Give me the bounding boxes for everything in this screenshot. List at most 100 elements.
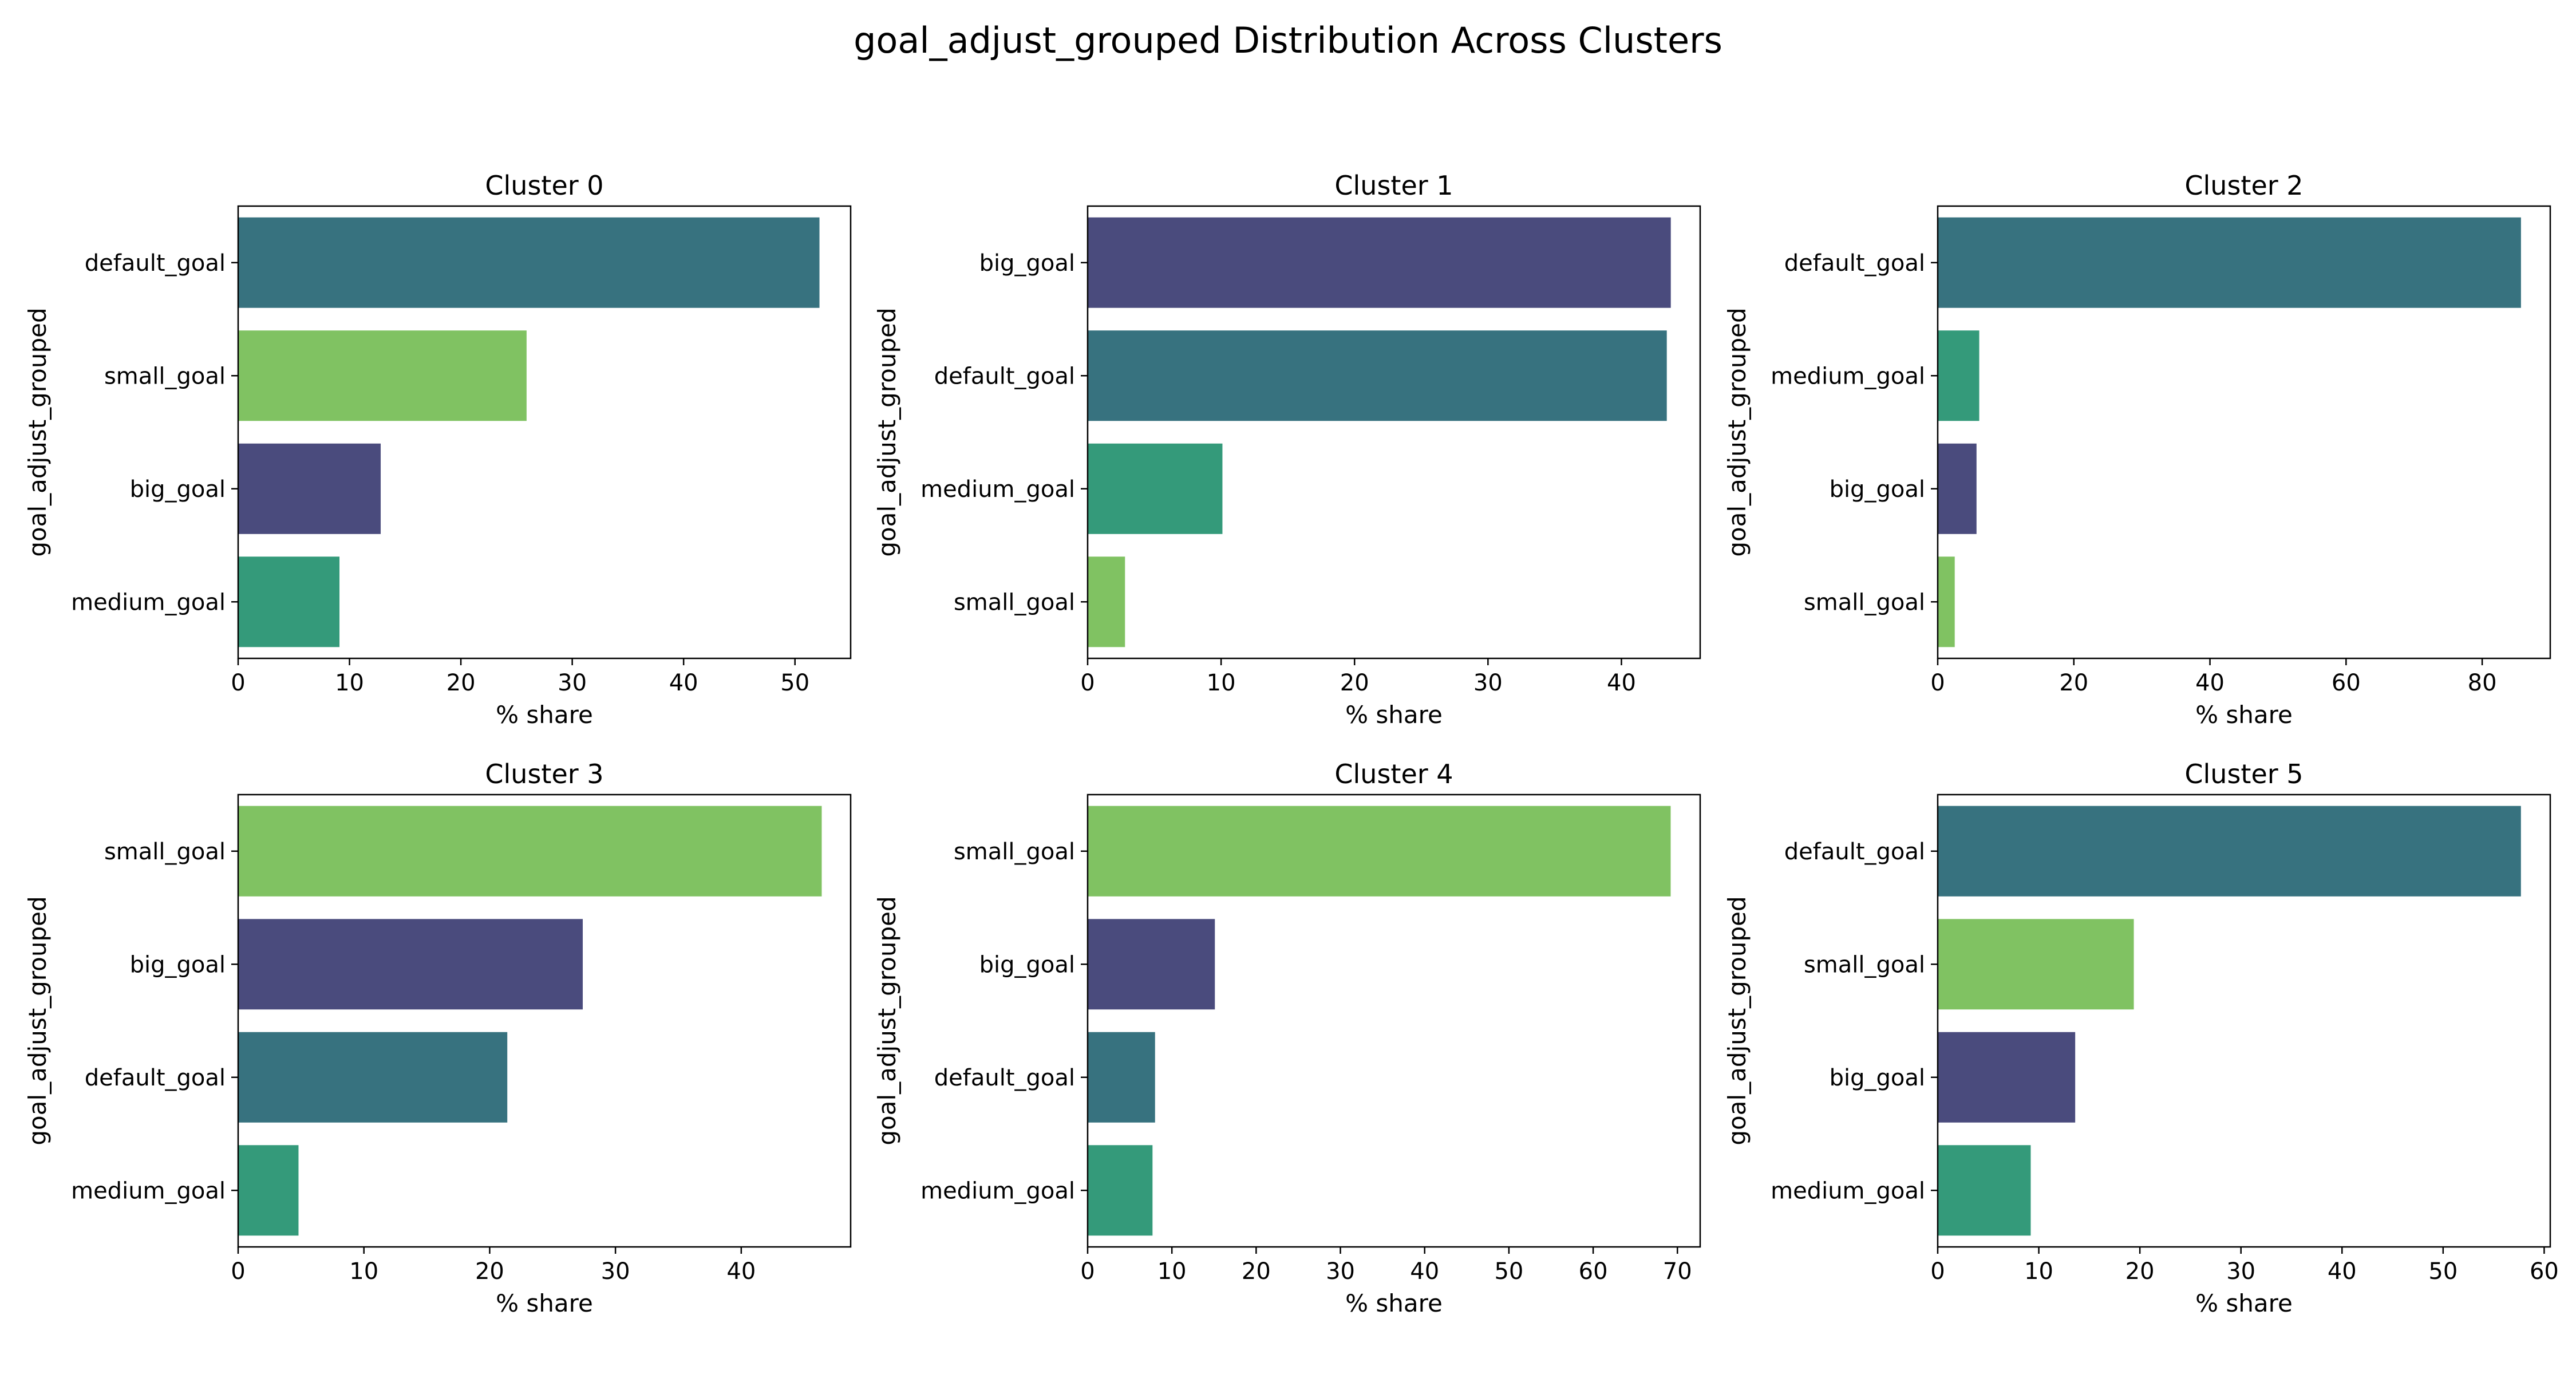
bar-medium_goal	[1088, 1145, 1153, 1236]
y-tick-label: small_goal	[104, 839, 226, 865]
bar-small_goal	[1088, 806, 1671, 897]
bar-big_goal	[1088, 919, 1215, 1010]
chart-panel-3: Cluster 3 small_goal big_goal default_goalm…	[23, 759, 852, 1317]
bar-default_goal	[1088, 1032, 1155, 1123]
x-tick-label: 10	[2024, 1258, 2053, 1285]
y-tick-label: default_goal	[85, 250, 226, 277]
chart-panel-2: Cluster 2 default_goal medium_goal big_goal…	[1723, 170, 2551, 729]
figure-title: goal_adjust_grouped Distribution Across …	[854, 19, 1722, 61]
chart-panel-1: Cluster 1 big_goal default_goal medium_goal…	[873, 170, 1701, 729]
bar-big_goal	[238, 443, 381, 534]
chart-panel-0: Cluster 0 default_goal small_goal big_goalm…	[23, 170, 852, 729]
y-axis-label: goal_adjust_grouped	[23, 896, 52, 1145]
x-tick-label: 60	[1579, 1258, 1608, 1285]
bar-medium_goal	[238, 556, 340, 647]
x-tick-label: 20	[475, 1258, 504, 1285]
y-tick-label: big_goal	[1830, 1065, 1925, 1091]
x-tick-label: 10	[349, 1258, 378, 1285]
y-tick-label: medium_goal	[71, 589, 226, 615]
bar-big_goal	[1088, 217, 1671, 308]
y-tick-label: default_goal	[1784, 839, 1925, 865]
chart-panel-5: Cluster 5 default_goal small_goal big_goalm…	[1723, 759, 2559, 1317]
panel-title: Cluster 0	[485, 170, 603, 201]
plot-frame	[1086, 793, 1701, 1248]
bar-medium_goal	[1938, 1145, 2031, 1236]
y-tick-label: default_goal	[85, 1065, 226, 1091]
x-tick-label: 50	[2428, 1258, 2458, 1285]
x-tick-label: 20	[2059, 670, 2088, 696]
x-tick-label: 60	[2332, 670, 2361, 696]
chart-panels: Cluster 0default_goalsmall_goalbig_goalm…	[23, 170, 2559, 1317]
bar-small_goal	[238, 806, 822, 897]
bar-small_goal	[1938, 556, 1955, 647]
bar-medium_goal	[1088, 443, 1223, 534]
x-tick-label: 10	[1157, 1258, 1187, 1285]
x-tick-label: 30	[1326, 1258, 1355, 1285]
y-tick-label: big_goal	[130, 951, 226, 978]
y-tick-label: small_goal	[1804, 951, 1925, 978]
bar-small_goal	[1088, 556, 1125, 647]
plot-frame	[1937, 793, 2551, 1248]
y-tick-label: big_goal	[1830, 476, 1925, 503]
bar-big_goal	[1938, 443, 1977, 534]
x-tick-label: 50	[780, 670, 809, 696]
x-axis-label: % share	[2195, 1289, 2293, 1317]
x-tick-label: 40	[2195, 670, 2225, 696]
x-tick-label: 0	[1930, 670, 1945, 696]
x-tick-label: 10	[335, 670, 364, 696]
bar-default_goal	[238, 217, 820, 308]
y-tick-label: big_goal	[979, 951, 1075, 978]
x-tick-label: 20	[1242, 1258, 1271, 1285]
plot-frame	[237, 793, 852, 1248]
x-axis-label: % share	[1345, 701, 1443, 729]
x-tick-label: 0	[1930, 1258, 1945, 1285]
x-tick-label: 20	[2125, 1258, 2155, 1285]
x-axis-label: % share	[2195, 701, 2293, 729]
y-tick-label: big_goal	[979, 250, 1075, 277]
y-tick-label: big_goal	[130, 476, 226, 503]
plot-frame	[1086, 205, 1701, 660]
bar-default_goal	[1938, 806, 2521, 897]
x-tick-label: 30	[601, 1258, 630, 1285]
panel-title: Cluster 4	[1334, 759, 1453, 789]
x-tick-label: 30	[1473, 670, 1503, 696]
plot-frame	[237, 205, 852, 660]
y-tick-label: small_goal	[954, 839, 1075, 865]
panel-title: Cluster 5	[2184, 759, 2303, 789]
y-tick-label: medium_goal	[1771, 1178, 1925, 1204]
x-tick-label: 40	[726, 1258, 756, 1285]
y-tick-label: small_goal	[1804, 589, 1925, 615]
x-tick-label: 70	[1663, 1258, 1692, 1285]
y-tick-label: medium_goal	[1771, 363, 1925, 389]
y-axis-label: goal_adjust_grouped	[873, 307, 901, 556]
x-tick-label: 0	[231, 1258, 245, 1285]
y-tick-label: small_goal	[954, 589, 1075, 615]
x-axis-label: % share	[1345, 1289, 1443, 1317]
x-tick-label: 0	[231, 670, 245, 696]
chart-panel-4: Cluster 4 small_goal big_goal default_goalm…	[873, 759, 1701, 1317]
x-tick-label: 50	[1494, 1258, 1523, 1285]
y-axis-label: goal_adjust_grouped	[23, 307, 52, 556]
x-axis-label: % share	[496, 701, 593, 729]
y-tick-label: default_goal	[1784, 250, 1925, 277]
x-tick-label: 30	[2226, 1258, 2255, 1285]
x-tick-label: 10	[1207, 670, 1236, 696]
y-axis-label: goal_adjust_grouped	[873, 896, 901, 1145]
x-tick-label: 30	[558, 670, 587, 696]
y-axis-label: goal_adjust_grouped	[1723, 896, 1751, 1145]
panel-title: Cluster 1	[1334, 170, 1453, 201]
y-tick-label: small_goal	[104, 363, 226, 389]
x-tick-label: 0	[1080, 1258, 1095, 1285]
bar-small_goal	[1938, 919, 2134, 1010]
bar-default_goal	[238, 1032, 508, 1123]
bar-big_goal	[238, 919, 583, 1010]
bar-default_goal	[1938, 217, 2521, 308]
x-tick-label: 40	[2328, 1258, 2357, 1285]
x-tick-label: 40	[669, 670, 698, 696]
y-tick-label: default_goal	[934, 1065, 1075, 1091]
x-axis-label: % share	[496, 1289, 593, 1317]
x-tick-label: 60	[2530, 1258, 2559, 1285]
y-tick-label: medium_goal	[920, 476, 1075, 503]
y-tick-label: medium_goal	[920, 1178, 1075, 1204]
